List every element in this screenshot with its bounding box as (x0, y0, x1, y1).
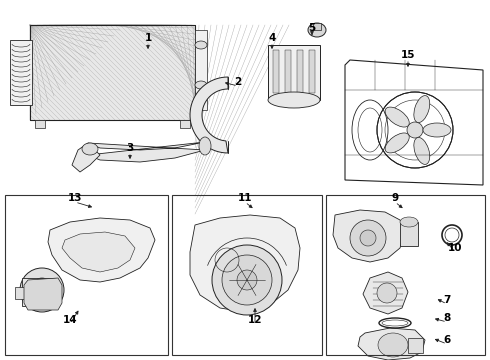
Text: 11: 11 (238, 193, 252, 203)
Text: 3: 3 (126, 143, 134, 153)
Ellipse shape (268, 92, 320, 108)
Text: 4: 4 (269, 33, 276, 43)
Text: 8: 8 (443, 313, 451, 323)
Ellipse shape (385, 133, 409, 153)
Ellipse shape (423, 123, 451, 137)
Polygon shape (88, 142, 205, 162)
Ellipse shape (20, 268, 64, 312)
Text: 5: 5 (308, 23, 316, 33)
Ellipse shape (222, 255, 272, 305)
Ellipse shape (378, 333, 408, 357)
Polygon shape (48, 218, 155, 282)
Ellipse shape (199, 137, 211, 155)
Bar (22, 278, 57, 306)
Text: 10: 10 (448, 243, 462, 253)
Bar (273, 50, 279, 93)
Ellipse shape (414, 138, 430, 165)
Bar (35, 120, 45, 128)
Ellipse shape (377, 283, 397, 303)
Polygon shape (363, 272, 408, 314)
Ellipse shape (350, 220, 386, 256)
Text: 2: 2 (234, 77, 242, 87)
Bar (30, 25, 195, 120)
Ellipse shape (212, 245, 282, 315)
Text: 14: 14 (63, 315, 77, 325)
Bar (285, 50, 291, 93)
Polygon shape (62, 232, 135, 272)
Polygon shape (190, 215, 300, 312)
Text: 6: 6 (443, 335, 451, 345)
Bar (195, 30, 207, 110)
Bar (172, 195, 322, 355)
Text: 7: 7 (443, 295, 451, 305)
Polygon shape (24, 278, 62, 310)
Text: 15: 15 (401, 50, 415, 60)
Text: 12: 12 (248, 315, 262, 325)
Ellipse shape (414, 96, 430, 122)
Bar (408, 338, 423, 353)
Ellipse shape (30, 278, 54, 302)
Polygon shape (72, 143, 100, 172)
Ellipse shape (195, 41, 207, 49)
Ellipse shape (407, 122, 423, 138)
Bar (268, 45, 320, 100)
Bar (10, 40, 32, 105)
Bar (313, 23, 321, 30)
Ellipse shape (195, 81, 207, 89)
Ellipse shape (37, 285, 47, 295)
Ellipse shape (237, 270, 257, 290)
Bar (180, 120, 190, 128)
Bar (309, 50, 315, 93)
Bar (30, 25, 195, 120)
Ellipse shape (400, 217, 418, 227)
Text: 13: 13 (68, 193, 82, 203)
Ellipse shape (82, 143, 98, 155)
Ellipse shape (360, 230, 376, 246)
Bar (326, 195, 485, 355)
Text: 9: 9 (392, 193, 398, 203)
PathPatch shape (190, 77, 228, 153)
Ellipse shape (308, 23, 326, 37)
Polygon shape (333, 210, 405, 262)
Bar (5, 195, 168, 355)
Bar (297, 50, 303, 93)
Polygon shape (358, 328, 425, 360)
Ellipse shape (385, 107, 409, 127)
Text: 1: 1 (145, 33, 151, 43)
Bar (15, 287, 30, 299)
Bar (400, 222, 418, 246)
